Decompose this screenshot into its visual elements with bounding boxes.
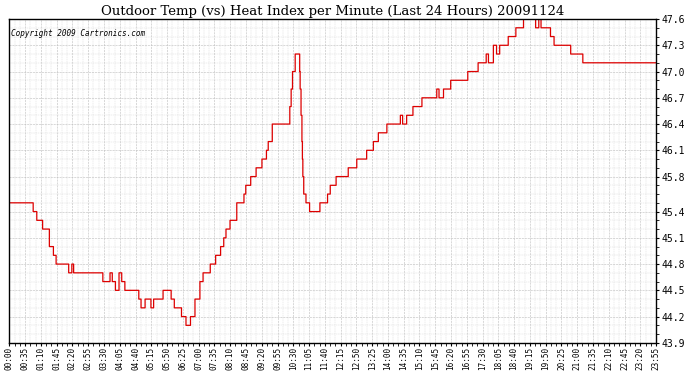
Text: Copyright 2009 Cartronics.com: Copyright 2009 Cartronics.com bbox=[10, 29, 145, 38]
Title: Outdoor Temp (vs) Heat Index per Minute (Last 24 Hours) 20091124: Outdoor Temp (vs) Heat Index per Minute … bbox=[101, 5, 564, 18]
